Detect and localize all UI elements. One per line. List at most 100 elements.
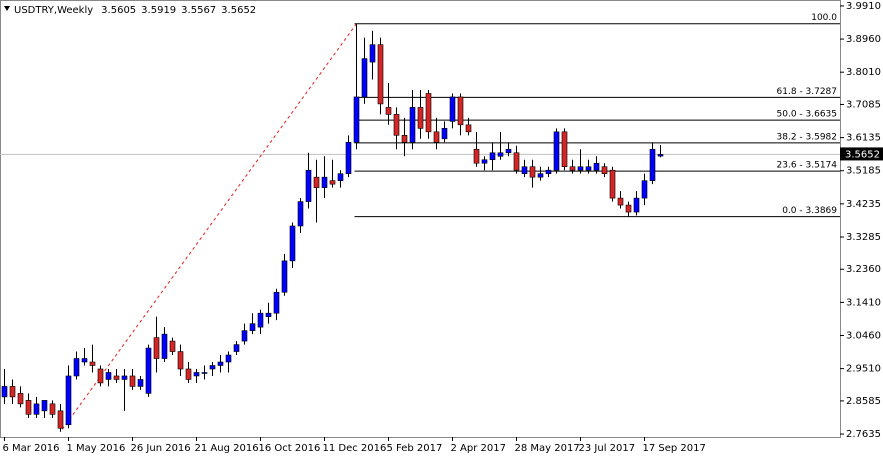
candle-body (105, 372, 112, 380)
candle-body (377, 44, 384, 105)
x-tick-label: 16 Oct 2016 (259, 443, 321, 454)
candle-body (17, 393, 24, 405)
candle-body (649, 148, 656, 181)
symbol-title: USDTRY,Weekly (14, 5, 93, 16)
candle-body (633, 197, 640, 213)
candle-body (201, 372, 208, 374)
candle-body (33, 403, 40, 415)
candle-body (153, 337, 160, 359)
y-tick-label: 3.3285 (846, 232, 881, 243)
candle-body (473, 148, 480, 164)
candle-body (489, 152, 496, 161)
candle-body (265, 312, 272, 317)
price-box (840, 147, 883, 161)
candle-body (249, 323, 256, 331)
candle-body (457, 96, 464, 126)
x-tick-label: 1 May 2016 (67, 443, 126, 454)
price-label: 3.5652 (845, 149, 880, 160)
candle-body (129, 375, 136, 387)
candle-body (417, 107, 424, 129)
y-tick-label: 3.0460 (846, 331, 881, 342)
y-tick-label: 3.2360 (846, 264, 881, 275)
fib-label: 0.0 - 3.3869 (782, 206, 837, 216)
candle-body (385, 107, 392, 115)
candle-body (609, 169, 616, 199)
candle-body (169, 340, 176, 352)
x-tick-label: 2 Apr 2017 (451, 443, 506, 454)
candle-body (449, 96, 456, 122)
candle-body (97, 368, 104, 384)
y-tick-label: 3.4235 (846, 199, 881, 210)
candle-body (185, 368, 192, 380)
candle-body (1, 386, 8, 398)
y-tick-label: 2.8585 (846, 396, 881, 407)
candle-body (553, 131, 560, 171)
candle-body (617, 197, 624, 206)
candle-body (625, 204, 632, 213)
candle-body (545, 169, 552, 174)
candle-body (577, 166, 584, 171)
candle-body (337, 173, 344, 181)
candle-body (641, 180, 648, 199)
fib-label: 100.0 (811, 13, 837, 23)
candle-body (177, 351, 184, 370)
x-tick-label: 26 Jun 2016 (131, 443, 191, 454)
header-close: 3.5652 (221, 5, 256, 16)
candle-body (657, 154, 664, 157)
header-open: 3.5605 (101, 5, 136, 16)
candle-body (65, 375, 72, 426)
candle-body (329, 180, 336, 185)
candle-body (113, 375, 120, 380)
candle-body (81, 358, 88, 363)
y-tick-label: 3.7085 (846, 99, 881, 110)
y-tick-label: 2.9510 (846, 364, 881, 375)
candle-body (209, 365, 216, 370)
candle-body (465, 124, 472, 133)
candle-body (521, 166, 528, 174)
candle-body (57, 410, 64, 429)
candle-body (257, 312, 264, 328)
candle-body (233, 344, 240, 352)
candle-body (241, 330, 248, 342)
candle-body (321, 176, 328, 188)
candle-body (273, 291, 280, 314)
x-tick-label: 11 Dec 2016 (323, 443, 387, 454)
candle-body (9, 386, 16, 398)
x-tick-label: 5 Feb 2017 (387, 443, 443, 454)
x-tick-label: 23 Jul 2017 (579, 443, 636, 454)
fib-label: 38.2 - 3.5982 (777, 132, 838, 142)
y-tick-label: 2.7635 (846, 429, 881, 440)
candle-body (409, 107, 416, 143)
candle-body (513, 152, 520, 171)
candle-body (345, 141, 352, 174)
candle-body (89, 361, 96, 366)
candle-body (193, 372, 200, 377)
candle-body (505, 148, 512, 154)
candle-body (585, 166, 592, 171)
candle-body (297, 201, 304, 227)
x-tick-label: 6 Mar 2016 (3, 443, 60, 454)
y-tick-label: 3.9910 (846, 1, 881, 12)
fib-trendline (60, 23, 357, 433)
candle-body (73, 358, 80, 377)
candle-body (225, 354, 232, 363)
candle-body (425, 93, 432, 133)
fib-label: 61.8 - 3.7287 (777, 87, 838, 97)
fib-label: 23.6 - 3.5174 (777, 161, 838, 171)
header: USDTRY,Weekly 3.5605 3.5919 3.5567 3.5652 (14, 5, 256, 16)
plot-frame (0, 0, 841, 438)
candle-body (361, 58, 368, 98)
candle-body (593, 162, 600, 171)
fib-label: 50.0 - 3.6635 (777, 110, 838, 120)
candle-body (137, 379, 144, 387)
candle-body (401, 135, 408, 143)
y-tick-label: 3.1410 (846, 297, 881, 308)
candle-body (217, 361, 224, 366)
candle-body (481, 159, 488, 164)
candle-body (289, 225, 296, 262)
candle-body (305, 169, 312, 202)
candle-body (161, 333, 168, 359)
candle-body (433, 131, 440, 143)
